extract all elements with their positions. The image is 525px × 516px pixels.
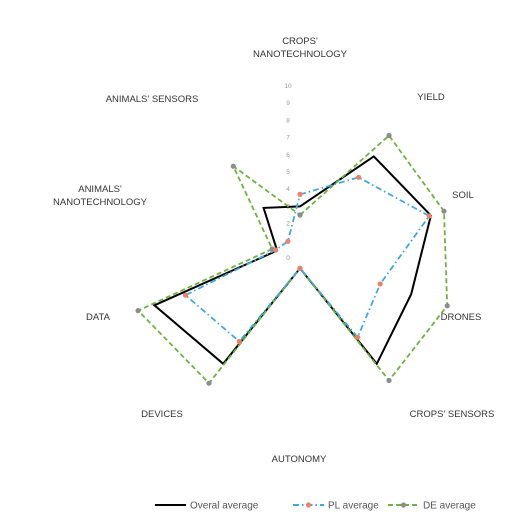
axis-label: DATA	[86, 312, 111, 323]
series-line	[183, 176, 431, 343]
data-point	[441, 208, 447, 214]
series-group	[135, 132, 450, 386]
axis-label: YIELD	[417, 92, 445, 103]
axis-label-line: CROPS'	[282, 36, 318, 47]
tick-label-5: 5	[286, 169, 290, 176]
data-point	[285, 238, 291, 244]
legend-item: DE average	[388, 501, 476, 512]
axis-label-line: DEVICES	[141, 409, 183, 420]
radial-axis-ticks: 012345678910	[284, 83, 292, 262]
axis-label: DEVICES	[141, 409, 183, 420]
tick-label-8: 8	[286, 117, 290, 124]
axis-label: DRONES	[441, 312, 482, 323]
legend-item: PL average	[293, 501, 379, 512]
axis-label: SOIL	[452, 190, 474, 201]
axis-label-line: NANOTECHNOLOGY	[53, 197, 148, 208]
data-point	[230, 163, 236, 169]
data-point	[355, 334, 361, 340]
tick-label-7: 7	[286, 135, 290, 142]
axis-label-line: NANOTECHNOLOGY	[253, 49, 348, 60]
tick-label-2: 2	[286, 221, 290, 228]
axis-label: CROPS' SENSORS	[410, 409, 495, 420]
tick-label-4: 4	[286, 186, 290, 193]
legend-label: Overal average	[190, 501, 259, 512]
axis-label-line: ANIMALS'	[78, 184, 122, 195]
legend-label: DE average	[423, 501, 476, 512]
axis-label-line: AUTONOMY	[272, 454, 327, 465]
legend: Overal average PL average DE average	[155, 501, 476, 512]
series-3	[135, 132, 450, 386]
legend-item: Overal average	[155, 501, 259, 512]
series-1	[152, 155, 433, 366]
axis-label-line: DRONES	[441, 312, 482, 323]
data-point	[297, 212, 303, 218]
data-point	[444, 303, 450, 309]
series-2	[182, 174, 432, 345]
tick-label-6: 6	[286, 152, 290, 159]
tick-label-9: 9	[286, 100, 290, 107]
axis-label: ANIMALS' NANOTECHNOLOGY	[53, 184, 148, 208]
legend-marker	[305, 502, 312, 508]
data-point	[272, 247, 279, 253]
data-point	[426, 213, 432, 219]
legend-marker	[400, 502, 407, 508]
axis-label-line: SOIL	[452, 190, 474, 201]
data-point	[182, 292, 189, 298]
data-point	[236, 338, 242, 345]
legend-label: PL average	[328, 501, 379, 512]
data-point	[356, 174, 362, 180]
axis-label-line: YIELD	[417, 92, 445, 103]
axis-label-line: CROPS' SENSORS	[410, 409, 495, 420]
category-axis-labels: CROPS' NANOTECHNOLOGY YIELD SOIL DRONES CROPS…	[53, 36, 494, 465]
data-point	[206, 380, 212, 386]
axis-label-line: DATA	[86, 312, 111, 323]
axis-label: CROPS' NANOTECHNOLOGY	[253, 36, 348, 60]
axis-label: ANIMALS' SENSORS	[106, 94, 199, 105]
data-point	[297, 191, 303, 197]
axis-label-line: ANIMALS' SENSORS	[106, 94, 199, 105]
axis-label: AUTONOMY	[272, 454, 327, 465]
tick-label-10: 10	[284, 83, 292, 90]
data-point	[135, 308, 141, 314]
data-point	[377, 281, 383, 287]
data-point	[386, 132, 392, 139]
data-point	[297, 265, 303, 271]
data-point	[386, 377, 392, 384]
series-line	[152, 155, 433, 366]
series-line	[136, 134, 449, 385]
tick-label-0: 0	[286, 255, 290, 262]
